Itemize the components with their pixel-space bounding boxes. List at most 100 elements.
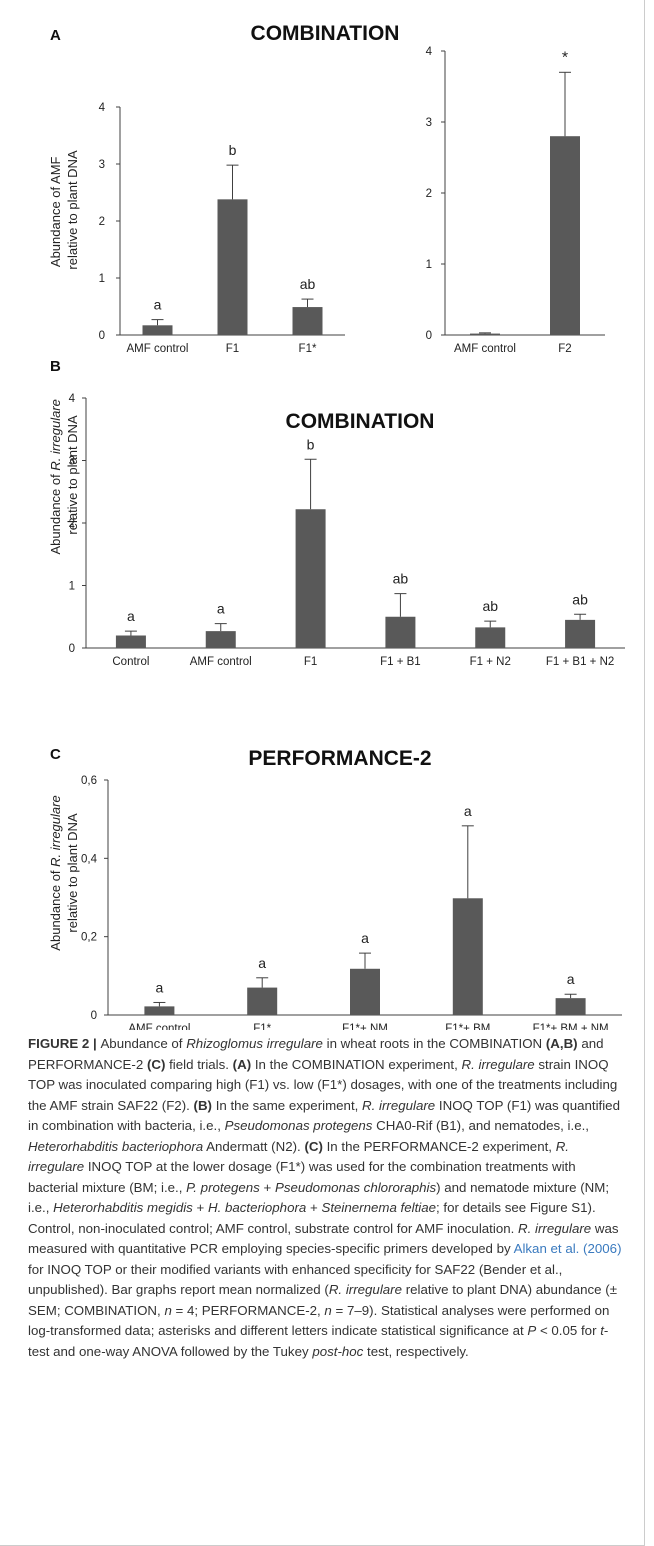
bar — [217, 199, 248, 335]
caption-bold: (A,B) — [545, 1036, 578, 1051]
caption-italic: P. protegens — [186, 1179, 260, 1195]
panel-c-ylabel-italic: R. irregulare — [48, 795, 63, 867]
panel-c-ylabel-line2: relative to plant DNA — [65, 813, 80, 933]
caption-text: INOQ TOP at the lower dosage (F1*) was u… — [28, 1159, 576, 1195]
significance-label: a — [361, 930, 369, 946]
bar — [144, 1006, 175, 1015]
significance-label: * — [562, 49, 568, 66]
significance-label: ab — [393, 571, 409, 587]
caption-italic: Rhizoglomus irregulare — [186, 1036, 323, 1051]
chart-b: 0 1 2 3 4 a Control a AMF control b F1 ab F1 + B1 ab F… — [69, 393, 625, 668]
bar — [142, 325, 173, 335]
category-label: AMF control — [190, 656, 252, 668]
bar — [350, 968, 380, 1015]
caption-text: for INOQ TOP or their modified variants … — [28, 1261, 563, 1298]
caption-text: = 7–9). Statistical analyses were perfor… — [28, 1302, 610, 1339]
category-label: F1 + B1 — [380, 656, 421, 668]
caption-italic: Steinernema feltiae — [321, 1200, 437, 1215]
bar — [452, 898, 483, 1015]
category-label: F1* — [253, 1023, 271, 1030]
y-tick-label: 3 — [426, 117, 432, 129]
caption-text: relative to plant DNA) abundance (± SEM;… — [28, 1282, 617, 1318]
caption-bold: (C) — [304, 1138, 323, 1154]
caption-italic: Heterorhabditis bacteriophora — [28, 1138, 204, 1154]
category-label: F1*+ BM — [445, 1023, 490, 1030]
caption-italic: H. bacteriophora — [207, 1200, 307, 1215]
y-tick-label: 2 — [69, 518, 75, 530]
panel-c-ylabel-line1: Abundance of R. irregulare — [48, 795, 63, 950]
caption-text: Andermatt (N2). — [203, 1138, 305, 1154]
y-tick-label: 0,2 — [81, 932, 97, 944]
bar — [550, 136, 580, 335]
caption-italic: n — [164, 1302, 172, 1318]
panel-c-ylabel: Abundance of R. irregulare relative to pl… — [48, 795, 80, 950]
caption-italic: post-hoc — [312, 1343, 364, 1359]
caption-text: = 4; PERFORMANCE-2, — [171, 1302, 325, 1318]
panel-c-chart-area — [0, 0, 654, 760]
category-label: F1 + N2 — [470, 656, 511, 668]
y-tick-label: 0 — [99, 330, 105, 342]
panel-b-ylabel-italic: R. irregulare — [48, 399, 63, 471]
caption-italic: R. irregulare — [461, 1056, 535, 1072]
y-tick-label: 4 — [99, 102, 106, 114]
caption-italic: Pseudomonas chlororaphis — [274, 1179, 437, 1195]
category-label: F1 — [304, 656, 317, 668]
caption-text: CHA0-Rif (B1), and nematodes, i.e., — [372, 1118, 589, 1133]
category-label: Control — [112, 656, 149, 668]
caption-italic: t — [600, 1323, 604, 1338]
bar — [565, 619, 596, 648]
caption-bold: (A) — [232, 1056, 252, 1072]
y-tick-label: 4 — [69, 393, 76, 405]
panel-a-ylabel: Abundance of AMF relative to plant DNA — [48, 150, 80, 270]
figure-caption: FIGURE 2 | Abundance of Rhizoglomus irre… — [28, 1034, 628, 1362]
significance-label: a — [127, 608, 135, 624]
category-label: AMF control — [127, 343, 189, 355]
panel-c-ylabel-prefix: Abundance of — [48, 867, 63, 951]
caption-italic: R. irregulare — [518, 1220, 592, 1236]
y-tick-label: 0 — [69, 643, 75, 655]
caption-citation-link[interactable]: Alkan et al. (2006) — [513, 1241, 622, 1256]
caption-text: field trials. — [165, 1056, 233, 1072]
caption-bold: (B) — [193, 1097, 212, 1113]
significance-label: a — [567, 971, 575, 987]
panel-b-ylabel-prefix: Abundance of — [48, 471, 63, 555]
y-tick-label: 1 — [426, 259, 432, 271]
significance-label: ab — [482, 598, 498, 614]
y-tick-label: 0,6 — [81, 775, 97, 787]
category-label: F1*+ NM — [342, 1023, 388, 1030]
caption-italic: Heterorhabditis megidis — [53, 1200, 193, 1215]
y-tick-label: 2 — [426, 188, 432, 200]
caption-italic: R. irregulare — [328, 1282, 402, 1297]
significance-label: ab — [572, 591, 588, 607]
category-label: AMF control — [454, 343, 516, 355]
y-tick-label: 3 — [69, 456, 75, 468]
caption-bold: (C) — [146, 1056, 166, 1072]
caption-text: + — [192, 1200, 208, 1215]
panel-a: A COMBINATION Abundance of AMF relative … — [48, 22, 605, 355]
category-label: F1 + B1 + N2 — [546, 656, 614, 668]
y-tick-label: 2 — [99, 216, 105, 228]
panel-c-letter: C — [50, 746, 61, 763]
bar — [470, 333, 500, 335]
panel-b-ylabel-line1: Abundance of R. irregulare — [48, 399, 63, 554]
caption-text: -test and one-way ANOVA followed by the … — [28, 1323, 609, 1359]
significance-label: a — [154, 297, 162, 313]
page-border-right — [644, 0, 645, 1546]
bar — [295, 509, 326, 648]
panel-b: B COMBINATION Abundance of R. irregulare… — [48, 358, 625, 668]
significance-label: a — [258, 955, 266, 971]
y-tick-label: 0 — [91, 1010, 97, 1022]
y-tick-label: 3 — [99, 159, 105, 171]
bar — [385, 616, 416, 648]
significance-label: b — [307, 436, 315, 452]
bar — [292, 307, 323, 335]
bar — [555, 998, 586, 1015]
category-label: AMF control — [128, 1023, 190, 1030]
y-tick-label: 0,4 — [81, 853, 98, 865]
caption-text: ; for details see Figure S1). Control, n… — [28, 1200, 596, 1236]
category-label: F1* — [299, 343, 317, 355]
caption-text: was measured with quantitative PCR emplo… — [28, 1220, 619, 1257]
caption-text: ) and nematode mixture (NM; i.e., — [28, 1179, 610, 1216]
category-label: F1 — [226, 343, 239, 355]
